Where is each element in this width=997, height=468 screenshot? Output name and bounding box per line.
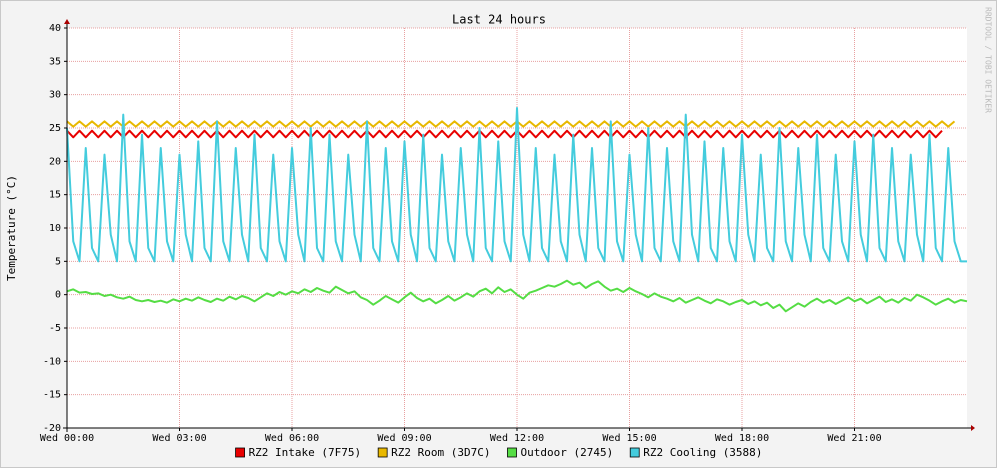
x-tick-label: Wed 12:00 <box>490 433 544 444</box>
x-tick-label: Wed 00:00 <box>40 433 94 444</box>
x-axis-arrow <box>971 425 975 431</box>
legend: RZ2 Intake (7F75) RZ2 Room (3D7C) Outdoor … <box>235 446 762 459</box>
series-line <box>66 107 967 263</box>
x-tick-label: Wed 18:00 <box>715 433 769 444</box>
y-axis-arrow <box>64 19 70 24</box>
y-tick-label: 15 <box>49 190 61 201</box>
lines <box>66 107 968 313</box>
ticks: -20 -15 -10 -5 0 5 10 15 20 25 30 35 40 Wed 00:00 Wed … <box>40 23 882 444</box>
x-tick-label: Wed 09:00 <box>377 433 431 444</box>
y-tick-label: 20 <box>49 156 61 167</box>
y-tick-label: 5 <box>55 256 61 267</box>
y-tick-label: 30 <box>49 90 61 101</box>
x-tick-label: Wed 03:00 <box>152 433 206 444</box>
y-axis-label: Temperature (°C) <box>5 175 18 281</box>
y-tick-label: 35 <box>49 56 61 67</box>
legend-swatch <box>629 447 640 458</box>
series-line <box>66 279 968 313</box>
legend-label: Outdoor (2745) <box>521 446 614 459</box>
y-tick-label: -5 <box>49 323 61 334</box>
y-tick-label: 10 <box>49 223 61 234</box>
legend-swatch <box>507 447 517 458</box>
chart-title: Last 24 hours <box>452 13 546 27</box>
x-tick-label: Wed 15:00 <box>602 433 656 444</box>
y-tick-label: 40 <box>49 23 61 34</box>
legend-label: RZ2 Cooling (3588) <box>643 446 762 459</box>
grid <box>66 27 967 429</box>
y-tick-label: -20 <box>43 423 61 434</box>
legend-label: RZ2 Room (3D7C) <box>391 446 490 459</box>
y-tick-label: -15 <box>43 390 61 401</box>
y-tick-label: 25 <box>49 123 61 134</box>
legend-label: RZ2 Intake (7F75) <box>249 446 362 459</box>
y-tick-label: -10 <box>43 356 61 367</box>
x-tick-label: Wed 06:00 <box>265 433 319 444</box>
series-line <box>66 129 943 139</box>
legend-swatch <box>235 447 245 458</box>
legend-swatch <box>377 447 388 458</box>
series-line <box>66 120 956 128</box>
y-tick-label: 0 <box>55 290 61 301</box>
x-tick-label: Wed 21:00 <box>827 433 881 444</box>
watermark: RRDTOOL / TOBI OETIKER <box>984 7 993 113</box>
